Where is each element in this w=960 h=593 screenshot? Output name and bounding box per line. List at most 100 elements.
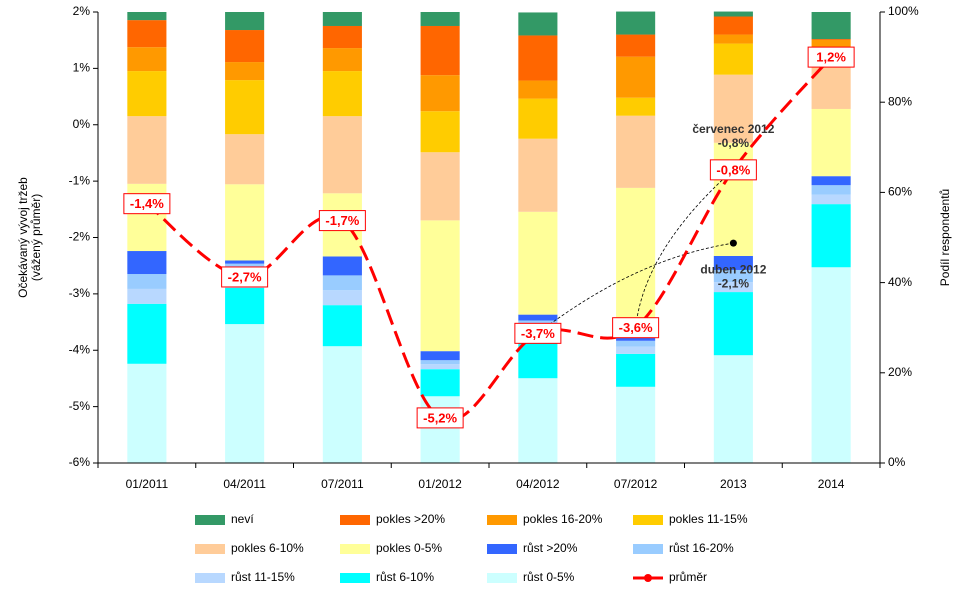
bar-segment <box>713 282 753 293</box>
annotation-value: -2,1% <box>718 276 750 290</box>
value-label-box <box>709 159 757 181</box>
legend-label: růst 0-5% <box>523 570 575 584</box>
bar-segment <box>322 256 362 276</box>
value-label: -1,4% <box>130 196 164 211</box>
bar-segment <box>616 34 656 57</box>
y2-axis-title: Podíl respondentů <box>938 189 952 286</box>
bar-segment <box>322 48 362 72</box>
legend-label: pokles >20% <box>376 512 445 526</box>
y2-tick-label: 40% <box>888 275 912 289</box>
bar-segment <box>420 25 460 76</box>
bar-segment <box>127 363 167 463</box>
bar-segment <box>225 324 265 463</box>
legend-label: růst 11-15% <box>231 570 295 584</box>
bar-segment <box>420 351 460 361</box>
bar-segment <box>616 386 656 463</box>
legend-label: růst 6-10% <box>376 570 434 584</box>
bar-segment <box>713 255 753 270</box>
legend-label: průměr <box>669 570 707 584</box>
bar-segment <box>616 115 656 188</box>
x-tick-label: 2014 <box>818 477 845 491</box>
legend-swatch <box>340 544 370 554</box>
bar-segment <box>518 80 558 99</box>
y2-tick-label: 0% <box>888 455 906 469</box>
value-label-box <box>318 210 366 232</box>
legend-label: pokles 6-10% <box>231 541 304 555</box>
legend-swatch <box>487 573 517 583</box>
bar-segment <box>616 353 656 387</box>
bar-segment <box>811 39 851 40</box>
value-label: -3,6% <box>619 320 653 335</box>
legend-label: růst >20% <box>523 541 578 555</box>
bar-segment <box>616 335 656 341</box>
x-tick-label: 2013 <box>720 477 747 491</box>
y-tick-label: -5% <box>69 399 91 413</box>
value-label: -5,2% <box>423 410 457 425</box>
bar-segment <box>420 152 460 221</box>
legend-label: pokles 16-20% <box>523 512 603 526</box>
annotation-text: duben 2012 <box>700 262 766 276</box>
y-axis-title: (vážený průměr) <box>29 194 43 281</box>
bar-segment <box>811 194 851 205</box>
bar-segment <box>518 138 558 212</box>
bar-segment <box>322 12 362 26</box>
bar-segment <box>225 80 265 135</box>
y-tick-label: 0% <box>73 117 91 131</box>
bar-segment <box>322 305 362 347</box>
bar-segment <box>616 11 656 35</box>
bar-segment <box>713 74 753 143</box>
bar-segment <box>811 185 851 195</box>
bar-segment <box>616 346 656 354</box>
bar-segment <box>420 12 460 26</box>
legend-label: pokles 11-15% <box>669 512 748 526</box>
y-tick-label: -1% <box>69 173 91 187</box>
bar-segment <box>420 75 460 112</box>
annotation-text: červenec 2012 <box>692 122 774 136</box>
value-label-box <box>221 266 269 288</box>
bar-segment <box>322 275 362 291</box>
y-tick-label: -2% <box>69 230 91 244</box>
value-label-box <box>514 322 562 344</box>
y2-tick-label: 60% <box>888 185 912 199</box>
bar-segment <box>713 16 753 35</box>
bar-segment <box>616 97 656 116</box>
x-tick-label: 01/2011 <box>126 477 169 491</box>
y-axis-title: Očekávaný vývoj tržeb <box>16 177 30 298</box>
bar-segment <box>518 314 558 321</box>
bar-segment <box>225 260 265 264</box>
bar-segment <box>713 34 753 44</box>
bar-segment <box>518 35 558 81</box>
value-label: -0,8% <box>716 162 750 177</box>
value-label-box <box>416 407 464 429</box>
y-tick-label: 1% <box>73 61 91 75</box>
bar-segment <box>713 11 753 17</box>
value-label: -1,7% <box>325 213 359 228</box>
legend-swatch <box>644 574 652 582</box>
value-label-box <box>123 193 171 215</box>
bar-segment <box>322 71 362 117</box>
bar-segment <box>225 30 265 63</box>
bar-segment <box>127 47 167 72</box>
legend-swatch <box>340 515 370 525</box>
bar-segment <box>616 187 656 336</box>
annotation-connector <box>635 169 734 328</box>
bar-segment <box>518 211 558 315</box>
bar-segment <box>713 292 753 356</box>
y2-tick-label: 80% <box>888 94 912 108</box>
x-tick-label: 07/2011 <box>321 477 364 491</box>
bar-segment <box>420 396 460 463</box>
legend-swatch <box>633 515 663 525</box>
bar-segment <box>225 12 265 31</box>
legend-label: neví <box>231 512 254 526</box>
legend-label: pokles 0-5% <box>376 541 442 555</box>
x-tick-label: 04/2011 <box>223 477 266 491</box>
value-label: 1,2% <box>816 50 846 65</box>
bar-segment <box>420 111 460 153</box>
value-label: -3,7% <box>521 326 555 341</box>
legend-swatch <box>195 573 225 583</box>
annotation-value: -0,8% <box>718 136 750 150</box>
bar-segment <box>420 360 460 365</box>
legend-label: růst 16-20% <box>669 541 734 555</box>
bar-segment <box>322 25 362 49</box>
